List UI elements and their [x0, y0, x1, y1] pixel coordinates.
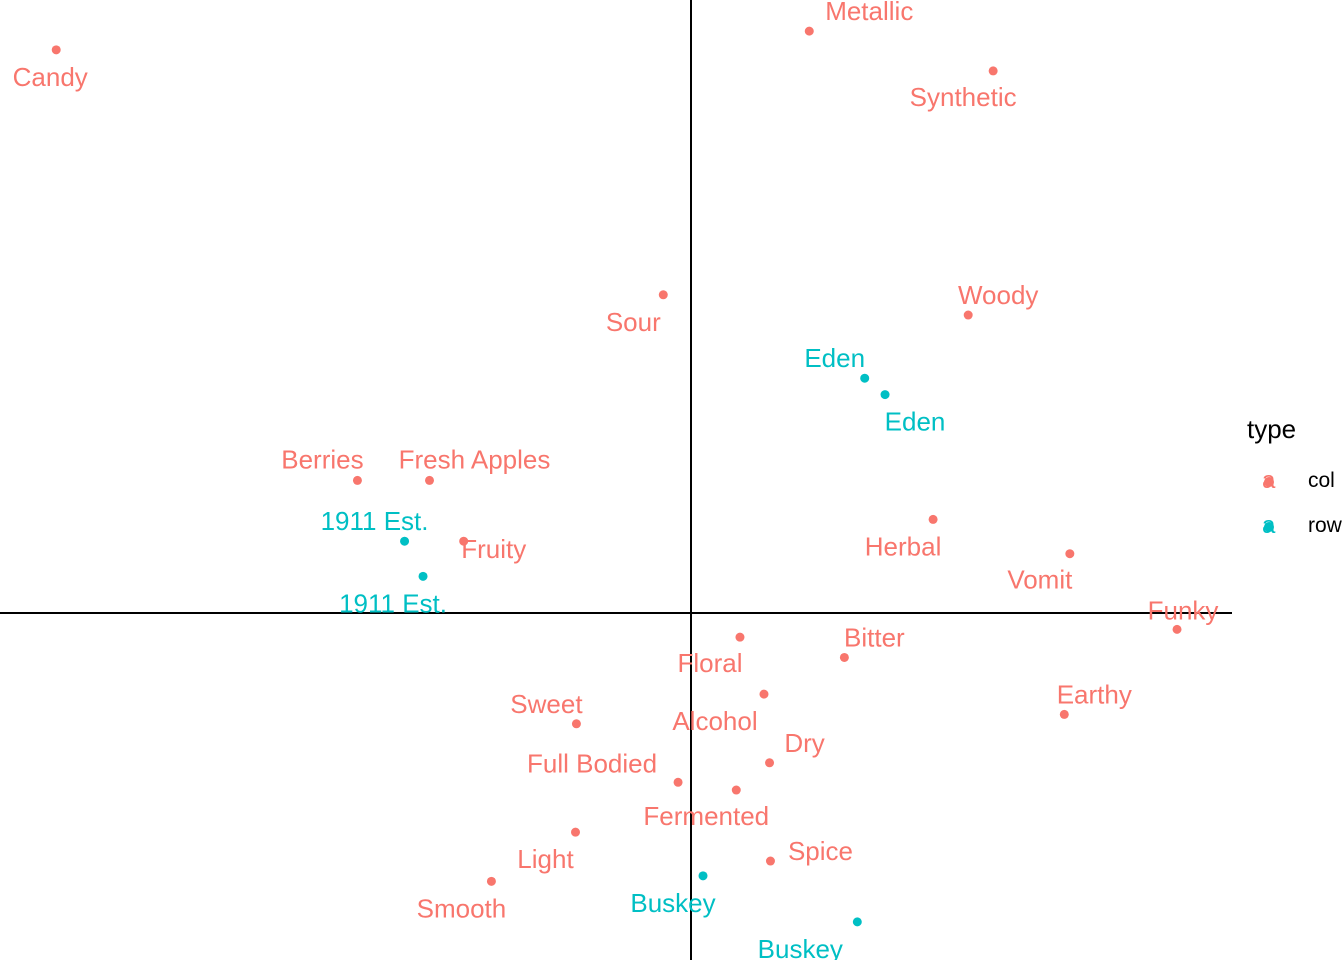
row-point-label-4: Buskey: [630, 888, 715, 918]
col-point-label-17: Full Bodied: [527, 748, 657, 778]
legend-key-row: a: [1260, 511, 1280, 541]
row-point-4: [698, 871, 708, 881]
col-point-20: [765, 856, 775, 866]
col-point-label-18: Fermented: [643, 801, 769, 831]
col-point-label-9: Vomit: [1007, 565, 1073, 595]
col-point-label-10: Funky: [1148, 595, 1219, 625]
col-point-17: [673, 777, 683, 787]
row-point-0: [860, 373, 870, 383]
col-point-label-6: Fresh Apples: [399, 444, 551, 474]
row-point-label-2: 1911 Est.: [321, 506, 429, 536]
legend-label-col: col: [1308, 469, 1335, 492]
col-point-10: [1172, 624, 1182, 634]
legend-title: type: [1247, 414, 1297, 444]
legend-item-col: a col: [1260, 466, 1335, 496]
col-point-label-20: Spice: [788, 836, 853, 866]
col-point-1: [804, 26, 814, 36]
col-point-label-0: Candy: [13, 62, 88, 92]
col-point-4: [963, 310, 973, 320]
col-point-14: [1059, 709, 1069, 719]
col-point-7: [459, 536, 469, 546]
col-point-9: [1065, 549, 1075, 559]
col-point-label-19: Light: [517, 844, 574, 874]
col-point-11: [735, 632, 745, 642]
col-point-8: [928, 514, 938, 524]
col-point-3: [658, 290, 668, 300]
col-point-label-7: Fruity: [461, 534, 526, 564]
col-point-label-13: Alcohol: [672, 706, 757, 736]
col-point-label-14: Earthy: [1057, 679, 1132, 709]
col-point-16: [765, 758, 775, 768]
col-point-label-5: Berries: [281, 444, 363, 474]
legend-item-row: a row: [1260, 511, 1342, 541]
row-point-label-0: Eden: [804, 343, 865, 373]
row-point-label-5: Buskey: [758, 934, 843, 960]
row-point-label-1: Eden: [885, 407, 946, 437]
legend-key-col: a: [1260, 466, 1280, 496]
row-point-label-3: 1911 Est.: [339, 588, 447, 618]
col-point-0: [51, 45, 61, 55]
col-point-label-4: Woody: [958, 280, 1038, 310]
col-point-label-8: Herbal: [865, 531, 942, 561]
data-marks: Candy Metallic Synthetic Sour Woody Berries Fr…: [13, 0, 1219, 964]
col-point-label-15: Sweet: [510, 689, 583, 719]
col-point-18: [731, 785, 741, 795]
col-point-label-1: Metallic: [825, 0, 913, 26]
col-point-13: [759, 689, 769, 699]
row-point-5: [852, 917, 862, 927]
row-point-3: [418, 571, 428, 581]
legend-dot-row: [1264, 522, 1274, 532]
col-point-label-12: Bitter: [844, 622, 905, 652]
col-point-label-3: Sour: [606, 307, 661, 337]
col-point-label-2: Synthetic: [910, 82, 1017, 112]
row-point-1: [880, 390, 890, 400]
col-point-6: [425, 475, 435, 485]
legend-label-row: row: [1308, 514, 1342, 537]
col-point-15: [571, 719, 581, 729]
col-point-label-11: Floral: [677, 648, 742, 678]
col-point-12: [839, 652, 849, 662]
col-point-19: [571, 827, 580, 837]
col-point-21: [486, 876, 496, 886]
col-point-2: [988, 66, 998, 76]
col-point-5: [352, 475, 362, 485]
legend-dot-col: [1264, 477, 1274, 487]
row-point-2: [400, 536, 410, 546]
col-point-label-21: Smooth: [417, 893, 507, 923]
col-point-label-16: Dry: [784, 728, 824, 758]
